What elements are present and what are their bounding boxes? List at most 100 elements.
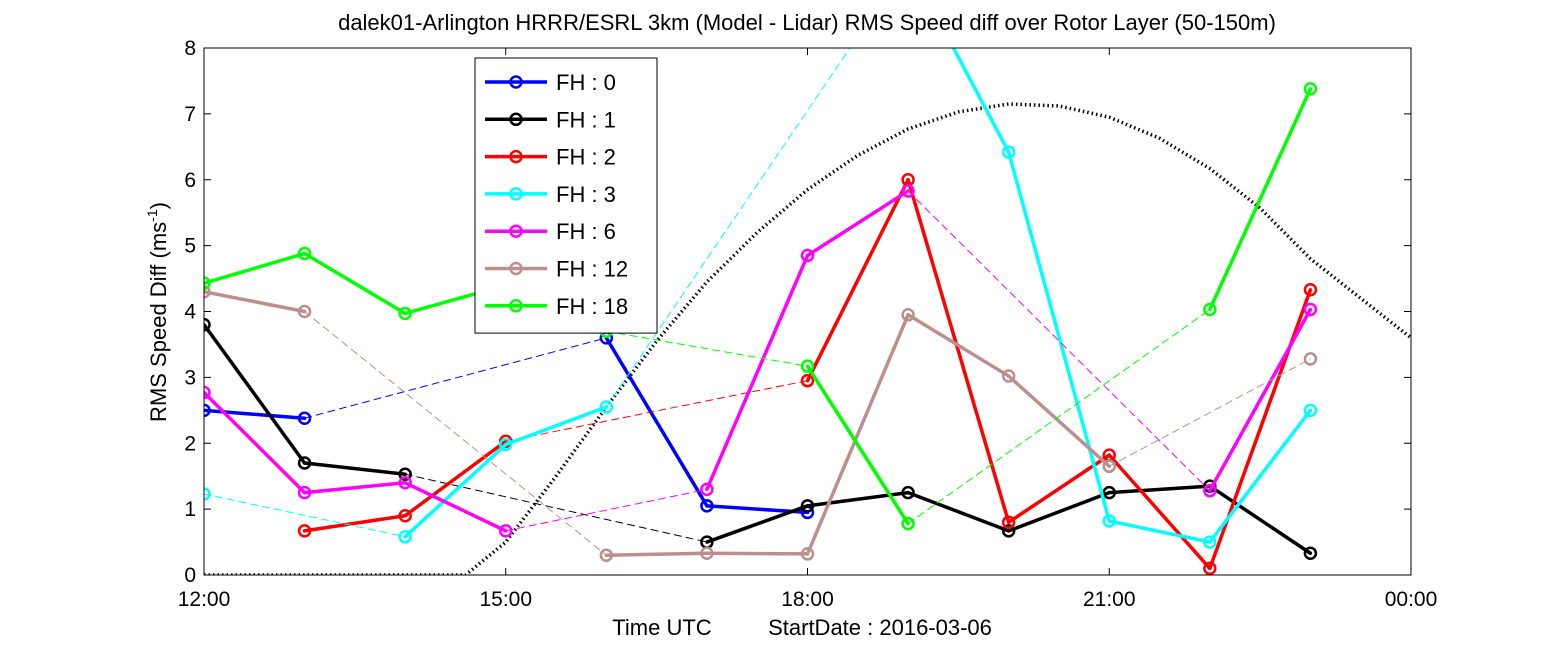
data-point xyxy=(204,487,211,501)
series-gap-segment xyxy=(304,311,607,556)
series-segment xyxy=(403,439,508,518)
series-segment xyxy=(1107,453,1212,571)
x-axis-start-date: StartDate : 2016-03-06 xyxy=(768,615,992,640)
data-point xyxy=(1001,515,1016,530)
data-point xyxy=(1001,524,1016,538)
legend-marker xyxy=(509,112,523,127)
data-point xyxy=(800,547,815,561)
legend-label: FH : 1 xyxy=(556,107,616,132)
data-point xyxy=(700,482,714,497)
legend-marker xyxy=(509,261,523,276)
series-segment xyxy=(403,481,508,533)
data-point xyxy=(1303,546,1318,561)
legend-label: FH : 0 xyxy=(556,70,616,95)
x-axis-label: Time UTC xyxy=(612,615,712,640)
data-point xyxy=(499,437,513,452)
data-point xyxy=(800,373,815,388)
y-tick-label: 5 xyxy=(184,235,196,258)
data-point xyxy=(398,467,412,481)
data-point xyxy=(398,306,412,321)
y-axis-label: RMS Speed Diff (ms-1) xyxy=(144,202,171,422)
legend-label: FH : 18 xyxy=(556,294,628,319)
x-tick-label: 18:00 xyxy=(781,588,834,611)
data-point xyxy=(1203,535,1217,549)
data-point xyxy=(1203,483,1217,498)
series-segment xyxy=(1006,490,1111,533)
series-segment xyxy=(204,322,307,465)
series-segment xyxy=(1208,408,1313,544)
series-segment xyxy=(1006,150,1111,523)
series-3 xyxy=(204,48,1318,549)
series-segment xyxy=(1107,484,1212,495)
series-segment xyxy=(302,481,407,495)
y-tick-label: 2 xyxy=(184,432,196,455)
data-point xyxy=(800,359,815,373)
data-point xyxy=(1303,403,1318,418)
legend-label: FH : 12 xyxy=(556,257,628,282)
series-5 xyxy=(204,284,1318,562)
y-tick-label: 7 xyxy=(184,103,196,126)
data-point xyxy=(204,276,211,290)
series-segment xyxy=(1107,519,1212,544)
series-segment xyxy=(604,336,709,508)
series-segment xyxy=(1208,307,1313,493)
series-segment xyxy=(705,253,810,492)
data-point xyxy=(1303,352,1318,366)
x-tick-label: 12:00 xyxy=(178,588,231,611)
series-segment xyxy=(951,48,1011,154)
series-segment xyxy=(302,461,407,476)
series-gap-segment xyxy=(404,473,708,543)
legend-marker xyxy=(509,75,523,89)
x-tick-label: 15:00 xyxy=(479,588,532,611)
reference-curve xyxy=(204,102,1411,575)
legend-marker xyxy=(509,149,523,164)
legend-marker xyxy=(509,187,523,201)
series-segment xyxy=(906,178,1011,525)
data-point xyxy=(1102,485,1116,500)
data-point xyxy=(1001,369,1016,383)
series-segment xyxy=(204,289,307,314)
series-segment xyxy=(805,364,910,526)
data-point xyxy=(1303,283,1318,297)
series-gap-segment xyxy=(204,493,406,538)
legend-label: FH : 6 xyxy=(556,219,616,244)
legend-label: FH : 3 xyxy=(556,182,616,207)
series-1 xyxy=(204,317,1318,561)
data-point xyxy=(398,530,412,544)
series-4 xyxy=(204,184,1318,538)
y-tick-label: 1 xyxy=(184,498,196,521)
data-point xyxy=(398,476,412,490)
data-point xyxy=(297,456,312,470)
data-point xyxy=(204,403,211,418)
data-point xyxy=(599,400,614,414)
data-point xyxy=(700,499,714,513)
series-segment xyxy=(1208,87,1313,312)
y-tick-label: 8 xyxy=(184,37,196,60)
x-tick-label: 00:00 xyxy=(1385,588,1438,611)
series-segment xyxy=(504,405,609,447)
series-gap-segment xyxy=(605,330,808,367)
data-point xyxy=(204,385,211,400)
data-point xyxy=(599,548,614,562)
data-point xyxy=(204,284,211,299)
plot-area xyxy=(204,48,1411,575)
data-point xyxy=(901,308,915,322)
data-point xyxy=(1303,82,1318,96)
x-tick-label: 21:00 xyxy=(1083,588,1136,611)
data-point xyxy=(1203,302,1217,317)
series-segment xyxy=(604,551,709,557)
series-segment xyxy=(403,442,508,539)
series-gap-segment xyxy=(304,337,607,419)
data-point xyxy=(1303,302,1318,317)
series-segment xyxy=(906,490,1011,533)
data-point xyxy=(398,508,412,523)
series-gap-segment xyxy=(505,380,808,442)
series-gap-segment xyxy=(505,488,708,532)
series-gap-segment xyxy=(907,190,1211,492)
legend-marker xyxy=(509,224,523,238)
series-segment xyxy=(204,390,307,495)
data-point xyxy=(700,546,714,561)
data-point xyxy=(1203,561,1217,575)
chart-title: dalek01-Arlington HRRR/ESRL 3km (Model -… xyxy=(338,10,1276,35)
